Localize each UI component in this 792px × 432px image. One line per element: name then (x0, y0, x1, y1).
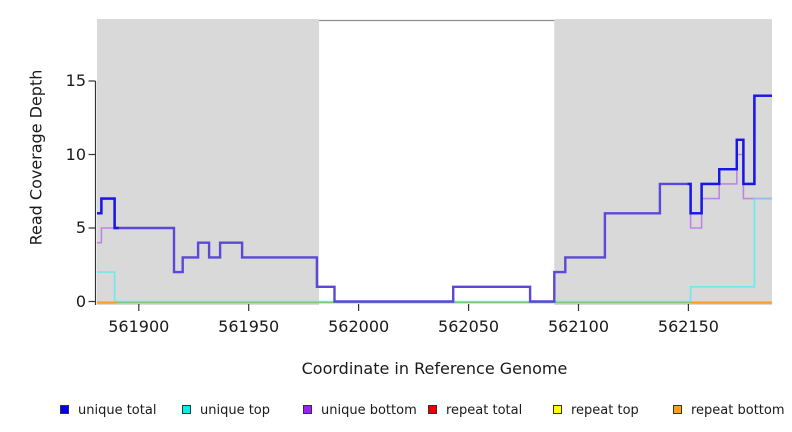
repeat-bottom-swatch-icon (673, 405, 682, 414)
repeat-total-swatch-icon (428, 405, 437, 414)
unique-bottom-swatch-icon (303, 405, 312, 414)
unique-top-swatch-icon (182, 405, 191, 414)
x-axis-title: Coordinate in Reference Genome (301, 359, 568, 378)
repeat-top-swatch-icon (553, 405, 562, 414)
shaded-repeat-region (97, 19, 320, 305)
unique-total-swatch-icon (60, 405, 69, 414)
legend-label: repeat bottom (691, 403, 785, 418)
legend-label: unique bottom (321, 403, 417, 418)
shaded-repeat-region (554, 19, 772, 305)
y-tick-label: 10 (65, 144, 86, 164)
series-path-unique-top (751, 197, 772, 288)
legend-label: repeat total (446, 403, 523, 418)
x-tick-label: 562150 (657, 317, 719, 336)
legend-label: repeat top (571, 403, 639, 418)
x-tick-label: 562100 (547, 317, 610, 336)
y-tick-label: 0 (75, 291, 86, 311)
x-tick-label: 562050 (438, 317, 500, 336)
x-tick-label: 562000 (328, 317, 390, 336)
x-tick-label: 561950 (218, 317, 280, 336)
legend-label: unique total (78, 403, 157, 418)
legend-label: unique top (200, 403, 271, 418)
y-tick-label: 5 (75, 218, 86, 237)
x-tick-label: 561900 (108, 317, 170, 336)
y-tick-label: 15 (65, 71, 86, 90)
